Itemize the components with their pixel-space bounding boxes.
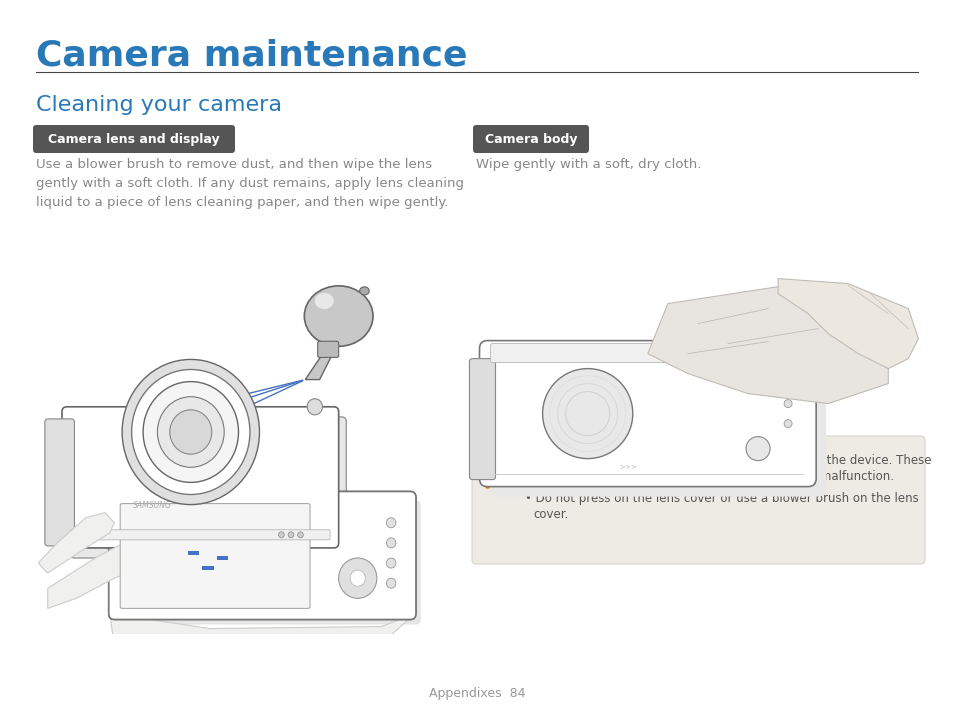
FancyBboxPatch shape [71,530,330,540]
Circle shape [122,359,259,505]
Ellipse shape [304,286,373,346]
Text: SAMSUNG: SAMSUNG [133,500,172,510]
Circle shape [783,379,791,387]
Circle shape [783,420,791,428]
Text: Cleaning your camera: Cleaning your camera [36,95,282,115]
Polygon shape [110,613,415,647]
Circle shape [307,399,322,415]
Circle shape [386,578,395,588]
FancyBboxPatch shape [469,359,495,480]
FancyBboxPatch shape [109,492,416,619]
Text: SAMSUNG: SAMSUNG [559,413,595,420]
Circle shape [783,400,791,408]
Circle shape [542,369,632,459]
Text: solutions can damage the camera or cause it to malfunction.: solutions can damage the camera or cause… [533,470,893,483]
Circle shape [288,532,294,538]
Polygon shape [38,513,114,573]
FancyArrow shape [216,552,228,564]
Text: Camera maintenance: Camera maintenance [36,38,467,72]
Polygon shape [647,284,887,404]
Circle shape [386,518,395,528]
Circle shape [386,558,395,568]
FancyBboxPatch shape [45,419,74,546]
FancyBboxPatch shape [479,341,816,487]
FancyBboxPatch shape [33,125,234,153]
FancyBboxPatch shape [70,417,346,558]
FancyBboxPatch shape [489,351,825,497]
FancyBboxPatch shape [120,503,310,608]
Circle shape [132,369,250,495]
Circle shape [386,538,395,548]
Text: !: ! [497,475,502,485]
Ellipse shape [359,287,369,295]
Text: Wipe gently with a soft, dry cloth.: Wipe gently with a soft, dry cloth. [476,158,700,171]
Circle shape [297,532,303,538]
FancyBboxPatch shape [490,343,804,363]
FancyArrow shape [202,562,213,574]
Circle shape [157,397,224,467]
Polygon shape [48,518,200,608]
FancyBboxPatch shape [473,125,588,153]
Text: Appendixes  84: Appendixes 84 [428,687,525,700]
Text: • Never use benzene, thinners, or alcohol to clean the device. These: • Never use benzene, thinners, or alcoho… [524,454,930,467]
Circle shape [745,436,769,461]
FancyBboxPatch shape [317,341,338,357]
Text: Camera lens and display: Camera lens and display [49,132,219,145]
Ellipse shape [314,293,334,309]
Circle shape [143,382,238,482]
Circle shape [278,532,284,538]
Text: Camera body: Camera body [484,132,577,145]
Text: cover.: cover. [533,508,568,521]
Text: >>>: >>> [618,464,636,469]
FancyBboxPatch shape [472,436,924,564]
Circle shape [170,410,212,454]
Circle shape [338,558,376,598]
FancyBboxPatch shape [117,500,420,624]
Polygon shape [485,464,514,488]
FancyArrow shape [188,547,199,559]
Polygon shape [778,279,918,369]
Text: Use a blower brush to remove dust, and then wipe the lens
gently with a soft clo: Use a blower brush to remove dust, and t… [36,158,463,209]
FancyBboxPatch shape [62,407,338,548]
Polygon shape [305,351,334,379]
Circle shape [350,570,365,586]
Text: • Do not press on the lens cover or use a blower brush on the lens: • Do not press on the lens cover or use … [524,492,918,505]
